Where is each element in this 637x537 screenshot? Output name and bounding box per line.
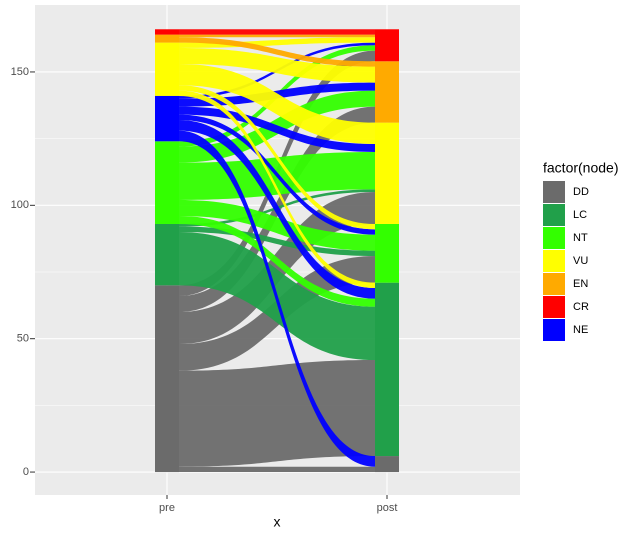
flow xyxy=(179,34,375,38)
flow xyxy=(179,90,375,289)
legend-label: NT xyxy=(573,232,588,244)
flow xyxy=(179,47,375,83)
legend-key xyxy=(543,227,565,249)
node xyxy=(155,223,179,286)
node xyxy=(155,95,179,142)
node xyxy=(375,29,399,62)
legend-label: DD xyxy=(573,186,589,198)
legend-label: NE xyxy=(573,324,588,336)
flow xyxy=(179,114,375,235)
node xyxy=(155,42,179,96)
y-tick-label: 0 xyxy=(23,466,29,478)
legend-key xyxy=(543,204,565,226)
flow xyxy=(179,106,375,152)
legend-key xyxy=(543,250,565,272)
legend-label: VU xyxy=(573,255,588,267)
node xyxy=(155,285,179,473)
legend-key xyxy=(543,319,565,341)
x-axis-title: x xyxy=(274,514,281,530)
flow xyxy=(179,191,375,345)
flow xyxy=(179,360,375,467)
node xyxy=(155,141,179,224)
flow xyxy=(179,119,375,299)
legend-key xyxy=(543,273,565,295)
flow xyxy=(179,37,375,67)
node xyxy=(155,34,179,43)
y-tick-label: 150 xyxy=(11,66,29,78)
flow xyxy=(179,63,375,144)
node xyxy=(375,456,399,473)
flow xyxy=(179,130,375,467)
x-tick-label: post xyxy=(377,502,398,514)
legend-title: factor(node) xyxy=(543,160,618,176)
flow xyxy=(179,29,375,35)
y-tick-label: 100 xyxy=(11,199,29,211)
y-tick-label: 50 xyxy=(17,333,29,345)
legend-key xyxy=(543,181,565,203)
node xyxy=(375,61,399,123)
flow xyxy=(179,215,375,307)
legend-key xyxy=(543,296,565,318)
x-tick-label: pre xyxy=(159,502,175,514)
legend-label: CR xyxy=(573,301,589,313)
flow xyxy=(179,226,375,257)
node xyxy=(155,29,179,35)
legend-label: EN xyxy=(573,278,588,290)
flow xyxy=(179,199,375,251)
flow xyxy=(179,85,375,230)
node xyxy=(375,282,399,457)
node xyxy=(375,223,399,283)
flow xyxy=(179,37,375,48)
legend-label: LC xyxy=(573,209,587,221)
node xyxy=(375,122,399,224)
flow xyxy=(179,466,375,473)
